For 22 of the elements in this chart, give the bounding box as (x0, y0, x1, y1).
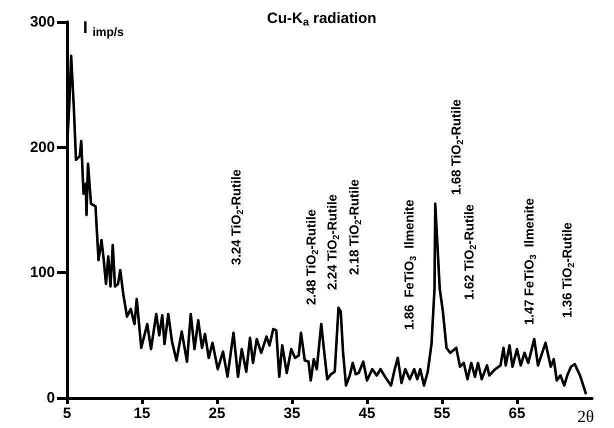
y-tick-label: 100 (30, 264, 55, 282)
annotation: 1.86 FeTiO3 Ilmenite (402, 200, 418, 330)
annotation: 3.24 TiO2-Rutile (228, 169, 245, 265)
x-tick-label: 15 (134, 405, 150, 422)
annotation: 1.47 FeTiO3 Ilmenite (522, 198, 538, 325)
annotation: 2.24 TiO2-Rutile (324, 194, 341, 290)
x-tick-label: 5 (62, 405, 72, 422)
y-tick-label: 300 (30, 14, 55, 30)
annotation: 1.68 TiO2-Rutile (448, 99, 465, 195)
x-tick-label: 65 (508, 405, 526, 422)
x-axis-title: 2θ (577, 407, 594, 426)
annotation: 2.48 TiO2-Rutile (304, 209, 320, 305)
annotation: 1.62 TiO2-Rutile (462, 204, 478, 300)
x-tick-label: 55 (434, 405, 450, 422)
annotation: 1.36 TiO2-Rutile (560, 222, 576, 318)
y-axis-title: I imp/s (83, 18, 124, 39)
x-tick-label: 35 (284, 405, 300, 422)
y-tick-label: 200 (30, 138, 55, 156)
x-tick-label: 45 (358, 405, 376, 422)
x-tick-label: 25 (208, 405, 226, 422)
annotation: 2.18 TiO2-Rutile (346, 179, 363, 275)
y-tick-label: 0 (46, 390, 55, 406)
